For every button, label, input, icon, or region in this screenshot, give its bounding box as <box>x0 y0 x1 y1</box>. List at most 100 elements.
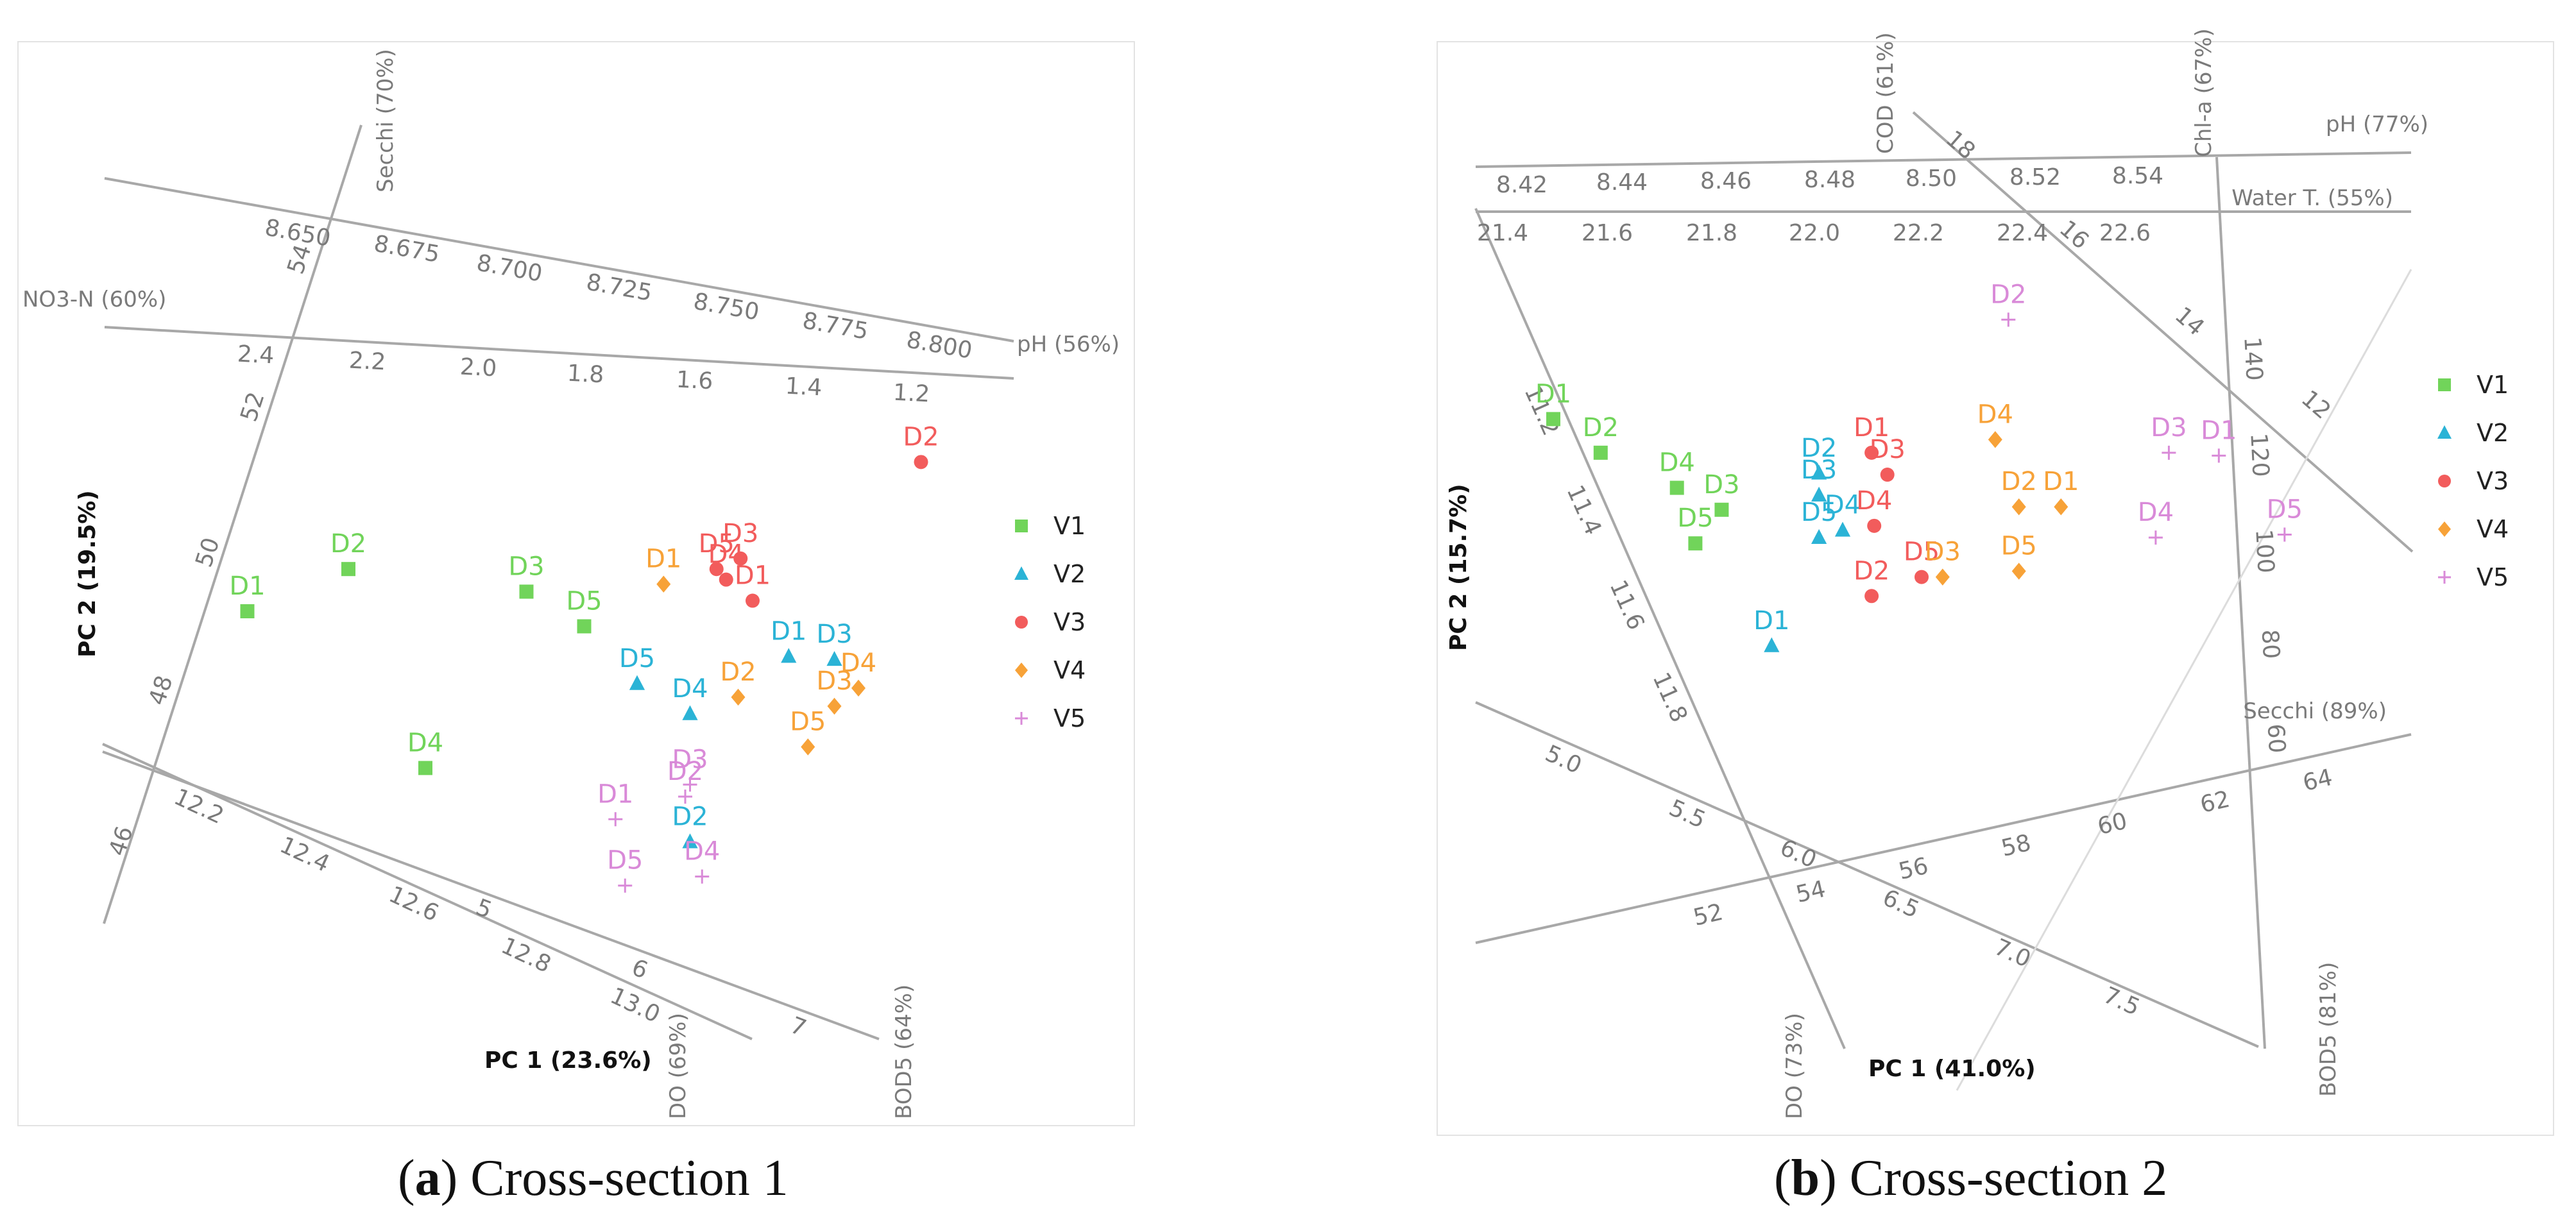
legend-a: V1 V2 V3 V4 V5 <box>1014 512 1086 732</box>
tick-a-no3n-22: 2.2 <box>348 348 386 376</box>
tick-b-secchi-62: 62 <box>2197 786 2232 818</box>
point-v4-d2-label: D2 <box>720 657 756 687</box>
caption-b-text: Cross-section 2 <box>1837 1150 2168 1206</box>
point-v4-d4-label: D4 <box>840 648 876 678</box>
tick-a-no3n-20: 2.0 <box>459 354 497 382</box>
axis-b-bod5-label: BOD5 (81%) <box>2316 962 2341 1097</box>
point-v3-d2 <box>1864 589 1879 604</box>
axis-a-ph-label: pH (56%) <box>1017 332 1120 357</box>
caption-a: (a) Cross-section 1 <box>398 1150 789 1206</box>
point-v2-d3 <box>1811 486 1827 502</box>
point-v1-d3-label: D3 <box>508 552 544 581</box>
point-v1-d4-label: D4 <box>407 728 443 757</box>
axis-a-bod5-label: BOD5 (64%) <box>891 985 917 1119</box>
point-v5-d2-label: D2 <box>1990 280 2026 309</box>
point-v4-d4 <box>851 679 866 697</box>
point-v2-d5 <box>629 675 645 690</box>
point-v5-d1 <box>608 812 623 827</box>
point-v3-d4-label: D4 <box>708 540 744 570</box>
point-v5-d3 <box>683 777 697 792</box>
axis-b-secchi <box>1475 733 2412 944</box>
point-v4-d2-label: D2 <box>2001 467 2037 496</box>
point-v2-d1 <box>781 648 797 663</box>
tick-b-secchi-56: 56 <box>1896 853 1931 885</box>
tick-b-chla-140: 140 <box>2239 336 2267 382</box>
caption-a-text: Cross-section 1 <box>457 1150 789 1206</box>
point-v5-d1-label: D1 <box>597 779 633 809</box>
point-v2-d3-label: D3 <box>1801 455 1837 485</box>
point-v4-d1 <box>656 575 671 593</box>
tick-b-wt-218: 21.8 <box>1686 220 1737 246</box>
legend-marker-v1 <box>1015 520 1028 532</box>
tick-b-chla-80: 80 <box>2256 629 2284 659</box>
point-v2-d2 <box>682 833 698 849</box>
point-v1-d1 <box>240 604 255 618</box>
axis-a-bod5 <box>102 750 880 1040</box>
legend-marker-v2 <box>2437 425 2452 439</box>
legend-marker-v5 <box>2438 571 2451 584</box>
tick-a-no3n-24: 2.4 <box>237 341 275 369</box>
point-v1-d1 <box>1546 412 1560 427</box>
point-v3-d4 <box>1867 518 1882 533</box>
axis-a-no3n-label: NO3-N (60%) <box>22 287 166 312</box>
tick-b-ph-842: 8.42 <box>1496 172 1548 198</box>
tick-b-wt-226: 22.6 <box>2099 220 2151 246</box>
tick-b-secchi-58: 58 <box>1999 830 2033 862</box>
point-v1-d2 <box>1593 445 1608 460</box>
pc2-label-b: PC 2 (15.7%) <box>1446 484 1472 651</box>
point-v2-d4 <box>1834 521 1851 537</box>
axis-b-unlabeled <box>1956 269 2412 1091</box>
point-v5-d1 <box>2212 448 2226 463</box>
point-v5-d4 <box>695 869 710 884</box>
pc1-label-a: PC 1 (23.6%) <box>484 1047 652 1074</box>
point-v4-d1-label: D1 <box>645 545 681 574</box>
point-v5-d3-label: D3 <box>672 745 708 774</box>
legend-label-v1: V1 <box>2477 371 2509 399</box>
point-v3-d3 <box>733 551 748 566</box>
caption-a-letter: a <box>415 1150 441 1206</box>
pc2-label-a: PC 2 (19.5%) <box>74 490 101 657</box>
axis-b-ph <box>1475 151 2412 168</box>
tick-b-ph-844: 8.44 <box>1596 169 1648 196</box>
point-v2-d4-label: D4 <box>1825 491 1861 520</box>
point-v4-d4-label: D4 <box>1977 400 2013 429</box>
tick-b-ph-848: 8.48 <box>1804 167 1855 193</box>
axis-b-chl-a-label: Chl-a (67%) <box>2191 28 2217 157</box>
pc1-label-b: PC 1 (41.0%) <box>1868 1056 2036 1082</box>
legend-label-v3: V3 <box>2477 467 2509 495</box>
panel-b-frame <box>1437 41 2554 1136</box>
axis-b-water-t-label: Water T. (55%) <box>2231 185 2393 211</box>
caption-b-letter: b <box>1791 1150 1820 1206</box>
legend-marker-v4 <box>2438 521 2451 537</box>
point-v2-d2-label: D2 <box>672 802 708 832</box>
axis-a-do-label: DO (69%) <box>665 1013 691 1119</box>
legend-label-v5: V5 <box>1053 704 1086 732</box>
point-v5-d4-label: D4 <box>2138 498 2174 527</box>
axis-a-secchi-label: Secchi (70%) <box>373 49 398 192</box>
point-v1-d4 <box>1669 480 1684 495</box>
point-v1-d2-label: D2 <box>330 529 366 559</box>
tick-b-ph-850: 8.50 <box>1906 165 1957 192</box>
legend-label-v1: V1 <box>1053 512 1086 540</box>
point-v3-d1 <box>1864 445 1879 460</box>
point-v3-d5-label: D5 <box>699 529 735 559</box>
point-v2-d1-label: D1 <box>1753 606 1789 636</box>
point-v2-d1-label: D1 <box>771 617 806 647</box>
point-v1-d5-label: D5 <box>566 587 602 616</box>
axis-b-do-label: DO (73%) <box>1782 1013 1807 1119</box>
point-v5-d5 <box>618 878 633 893</box>
point-v1-d3 <box>1714 502 1729 517</box>
axis-b-bod5 <box>1475 701 2259 1048</box>
tick-b-secchi-54: 54 <box>1793 876 1828 908</box>
tick-b-wt-216: 21.6 <box>1582 220 1633 246</box>
axis-b-cod-label: COD (61%) <box>1873 32 1898 154</box>
axis-b-chl-a <box>2215 156 2266 1049</box>
tick-b-wt-224: 22.4 <box>1997 220 2048 246</box>
point-v3-d5-label: D5 <box>1904 537 1940 567</box>
point-v5-d3-label: D3 <box>2151 413 2187 443</box>
legend-label-v4: V4 <box>2477 515 2509 543</box>
point-v4-d1 <box>2054 498 2068 516</box>
legend-marker-v3 <box>1015 616 1028 629</box>
legend-marker-v4 <box>1015 663 1028 678</box>
